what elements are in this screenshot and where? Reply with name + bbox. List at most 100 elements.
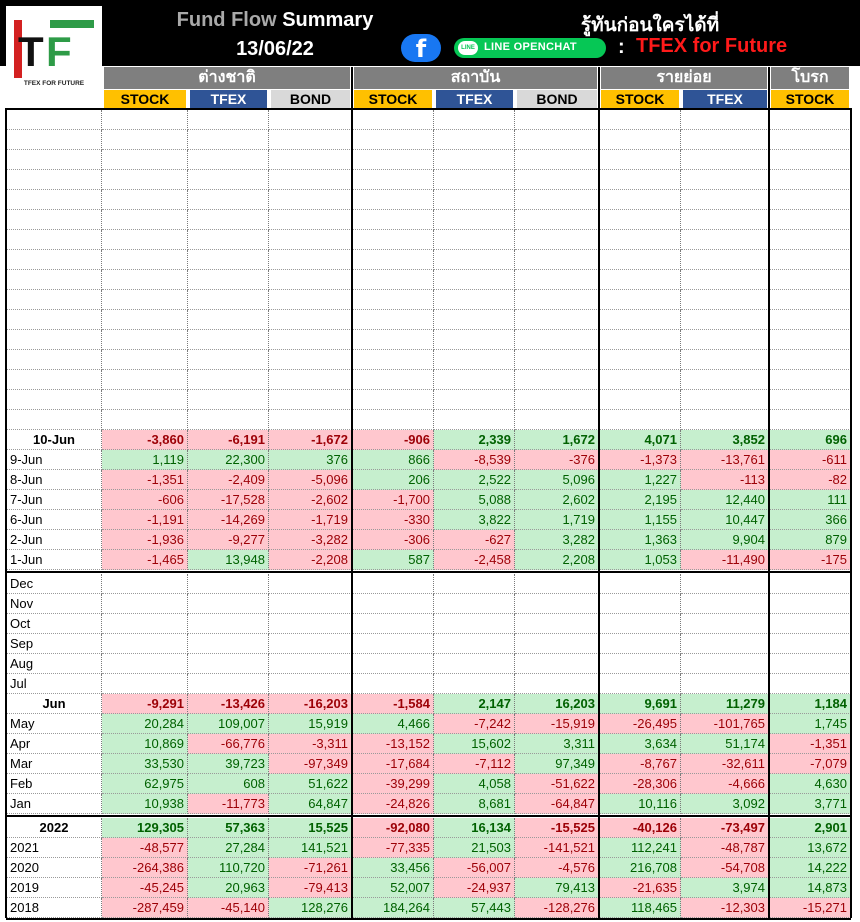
row-label: Feb bbox=[6, 774, 102, 794]
table-cell bbox=[769, 614, 851, 634]
table-row bbox=[6, 130, 851, 150]
table-row bbox=[6, 390, 851, 410]
table-cell bbox=[352, 230, 434, 250]
table-cell bbox=[102, 674, 188, 694]
table-cell: 1,672 bbox=[515, 430, 599, 450]
table-cell bbox=[269, 654, 352, 674]
table-cell: -1,191 bbox=[102, 510, 188, 530]
table-cell: 9,691 bbox=[599, 694, 681, 714]
row-label: 10-Jun bbox=[6, 430, 102, 450]
logo-t-glyph: T bbox=[18, 28, 44, 75]
table-cell: -71,261 bbox=[269, 858, 352, 878]
row-label: 6-Jun bbox=[6, 510, 102, 530]
table-cell: 20,963 bbox=[188, 878, 269, 898]
table-cell bbox=[681, 594, 769, 614]
table-cell: -6,191 bbox=[188, 430, 269, 450]
table-cell: 129,305 bbox=[102, 818, 188, 838]
table-cell bbox=[188, 190, 269, 210]
row-label: 2019 bbox=[6, 878, 102, 898]
table-cell bbox=[102, 654, 188, 674]
row-label: May bbox=[6, 714, 102, 734]
table-cell: -45,140 bbox=[188, 898, 269, 918]
table-cell: 4,071 bbox=[599, 430, 681, 450]
table-cell: -15,525 bbox=[515, 818, 599, 838]
table-cell: 10,116 bbox=[599, 794, 681, 814]
table-row bbox=[6, 310, 851, 330]
table-cell: -1,351 bbox=[102, 470, 188, 490]
table-cell bbox=[769, 310, 851, 330]
table-cell bbox=[188, 250, 269, 270]
table-cell bbox=[352, 674, 434, 694]
table-cell bbox=[352, 250, 434, 270]
row-label bbox=[6, 130, 102, 150]
table-cell bbox=[352, 150, 434, 170]
table-cell: 866 bbox=[352, 450, 434, 470]
table-cell bbox=[434, 230, 515, 250]
table-cell: -4,576 bbox=[515, 858, 599, 878]
table-cell bbox=[269, 270, 352, 290]
table-cell: 216,708 bbox=[599, 858, 681, 878]
table-cell: -51,622 bbox=[515, 774, 599, 794]
table-cell bbox=[515, 614, 599, 634]
table-cell: 22,300 bbox=[188, 450, 269, 470]
table-row: 10-Jun -3,860 -6,191 -1,672 -906 2,339 1,672 4,… bbox=[6, 430, 851, 450]
table-cell bbox=[188, 390, 269, 410]
table-cell: 587 bbox=[352, 550, 434, 570]
table-cell bbox=[599, 614, 681, 634]
table-cell: 10,869 bbox=[102, 734, 188, 754]
table-cell bbox=[515, 350, 599, 370]
table-cell: -3,311 bbox=[269, 734, 352, 754]
row-label: Jan bbox=[6, 794, 102, 814]
table-cell bbox=[269, 170, 352, 190]
table-cell bbox=[269, 310, 352, 330]
table-cell bbox=[352, 170, 434, 190]
table-cell: -906 bbox=[352, 430, 434, 450]
table-cell bbox=[269, 370, 352, 390]
row-label bbox=[6, 150, 102, 170]
table-cell: 109,007 bbox=[188, 714, 269, 734]
table-cell bbox=[681, 574, 769, 594]
table-row: 2021 -48,577 27,284 141,521 -77,335 21,503 -14… bbox=[6, 838, 851, 858]
table-cell bbox=[681, 270, 769, 290]
line-openchat-button[interactable]: LINE LINE OPENCHAT bbox=[454, 38, 606, 58]
title-gray: Fund Flow bbox=[176, 9, 277, 31]
table-cell bbox=[434, 574, 515, 594]
logo-green-bar bbox=[50, 20, 94, 28]
table-cell bbox=[515, 210, 599, 230]
table-cell bbox=[515, 130, 599, 150]
table-cell bbox=[599, 330, 681, 350]
table-cell: -7,079 bbox=[769, 754, 851, 774]
table-cell: 21,503 bbox=[434, 838, 515, 858]
table-cell: 33,456 bbox=[352, 858, 434, 878]
line-icon: LINE bbox=[458, 41, 478, 55]
table-cell bbox=[188, 350, 269, 370]
table-cell bbox=[515, 634, 599, 654]
table-cell: 3,822 bbox=[434, 510, 515, 530]
table-cell bbox=[102, 574, 188, 594]
table-cell: 2,195 bbox=[599, 490, 681, 510]
table-cell: 11,279 bbox=[681, 694, 769, 714]
table-cell bbox=[352, 574, 434, 594]
table-cell bbox=[515, 270, 599, 290]
table-cell bbox=[681, 150, 769, 170]
table-cell bbox=[188, 130, 269, 150]
table-cell bbox=[599, 130, 681, 150]
table-cell bbox=[188, 594, 269, 614]
table-cell bbox=[599, 390, 681, 410]
table-row: Sep bbox=[6, 634, 851, 654]
row-label: Aug bbox=[6, 654, 102, 674]
table-cell bbox=[769, 674, 851, 694]
table-cell: -32,611 bbox=[681, 754, 769, 774]
table-cell bbox=[769, 130, 851, 150]
row-label bbox=[6, 230, 102, 250]
table-cell: 51,622 bbox=[269, 774, 352, 794]
table-cell bbox=[188, 290, 269, 310]
table-cell: -611 bbox=[769, 450, 851, 470]
table-cell bbox=[269, 190, 352, 210]
table-cell bbox=[769, 370, 851, 390]
table-cell bbox=[434, 130, 515, 150]
table-cell: -11,490 bbox=[681, 550, 769, 570]
slogan-text: รู้ทันก่อนใครได้ที่ bbox=[580, 15, 720, 36]
facebook-icon[interactable]: f bbox=[401, 34, 441, 63]
table-cell bbox=[102, 210, 188, 230]
